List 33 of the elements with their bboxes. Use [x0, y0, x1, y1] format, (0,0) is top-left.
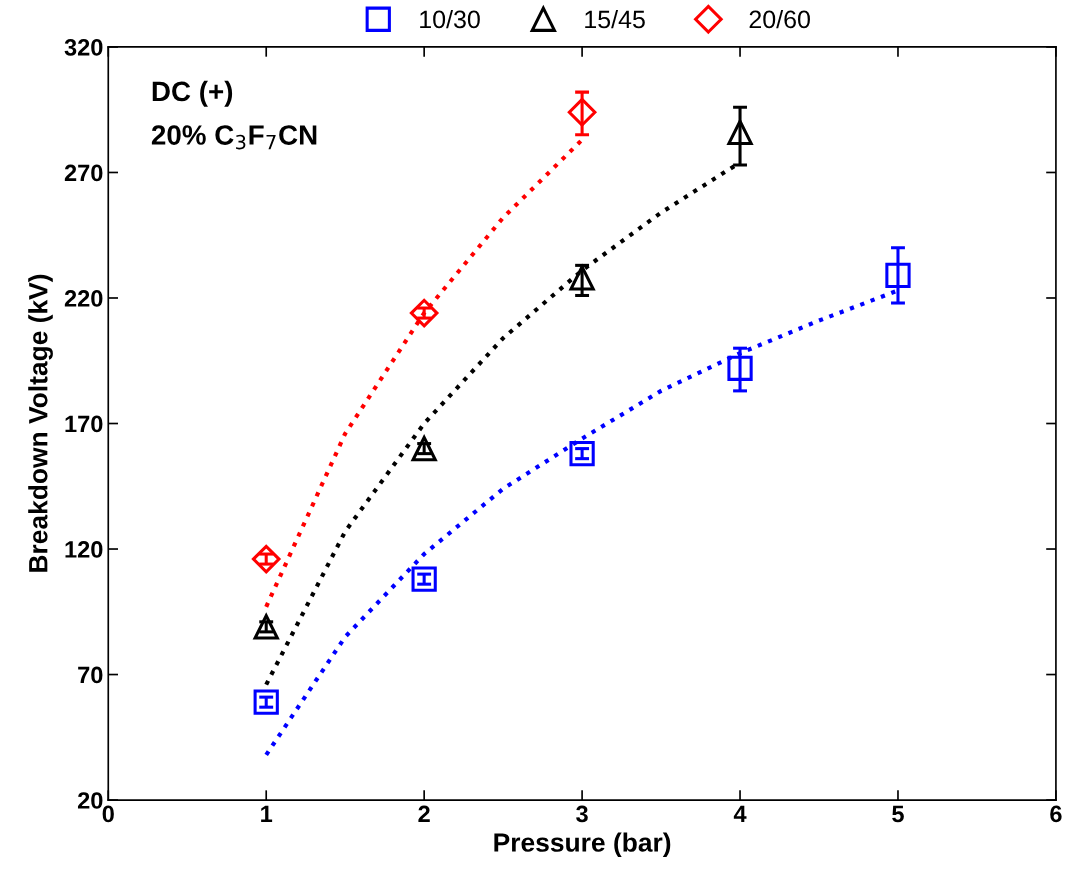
point: [727, 119, 753, 145]
x-tick-label: 1: [261, 805, 273, 823]
point: [253, 614, 279, 640]
point: [253, 689, 279, 715]
y-tick-label: 220: [64, 290, 103, 307]
point: [567, 97, 597, 127]
y-tick-label: 320: [64, 39, 103, 56]
y-tick-label: 70: [78, 666, 103, 684]
point: [885, 262, 911, 289]
point: [569, 265, 595, 291]
x-tick-label: 0: [102, 805, 114, 823]
y-axis-title: Breakdown Voltage (kV): [28, 274, 53, 572]
legend-label: 10/30: [420, 9, 480, 29]
annotation: 20% C$_{3}$F$_{7}$CN: [151, 125, 317, 150]
legend-label: 15/45: [585, 9, 645, 29]
point: [411, 435, 437, 462]
point: [569, 440, 595, 467]
point: [409, 298, 439, 328]
x-tick-label: 4: [733, 805, 747, 823]
y-tick-label: 170: [65, 415, 103, 433]
x-tick-label: 6: [1050, 805, 1062, 823]
legend-label: 20/60: [749, 9, 810, 29]
y-tick-label: 120: [65, 541, 103, 558]
x-axis-title: Pressure (bar): [494, 832, 671, 858]
point: [727, 355, 753, 381]
point: [411, 566, 437, 592]
y-tick-label: 270: [64, 164, 103, 182]
y-tick-label: 20: [77, 792, 103, 809]
x-tick-label: 2: [418, 805, 430, 823]
annotation: DC (+): [152, 80, 233, 107]
point: [251, 544, 281, 574]
x-tick-label: 5: [892, 805, 904, 823]
x-tick-label: 3: [576, 805, 588, 823]
